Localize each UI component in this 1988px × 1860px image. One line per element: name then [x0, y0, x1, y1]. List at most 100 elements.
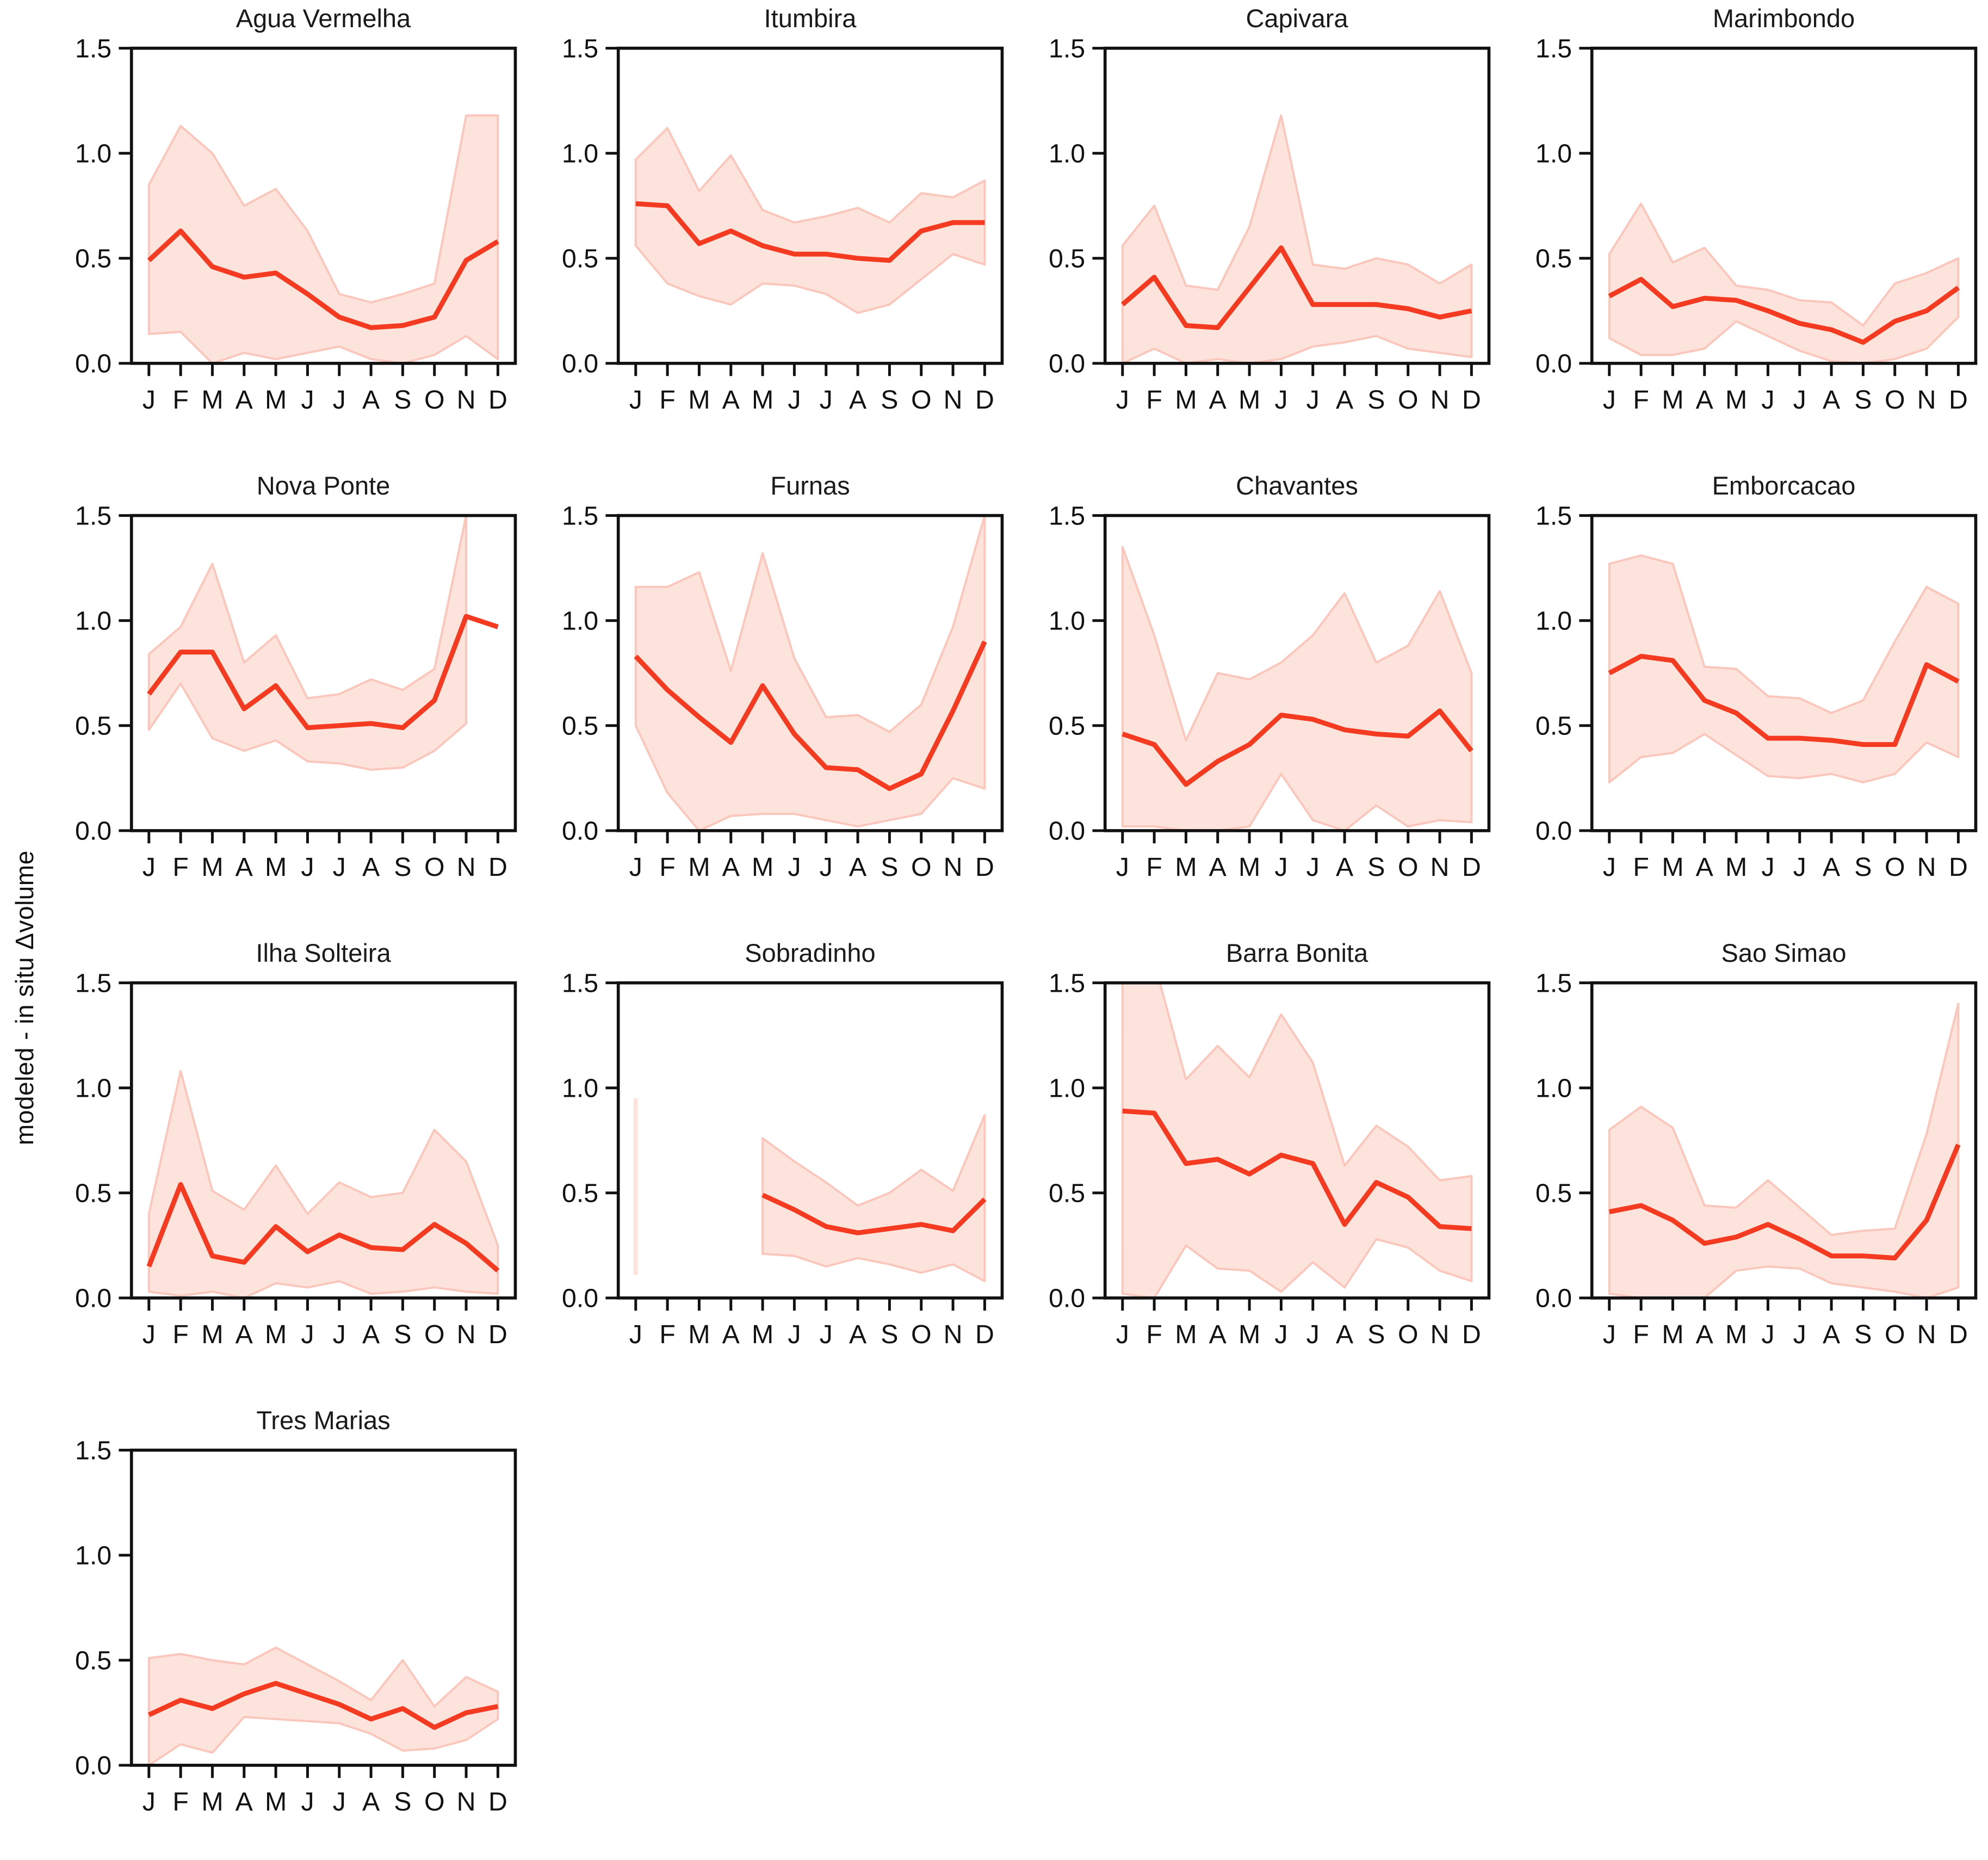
x-tick-label: N — [1430, 1320, 1450, 1349]
x-tick-label: O — [911, 1320, 932, 1349]
subplot: Nova Ponte 0.0 0.5 1.0 1.5 J F M A M J J A S O N D — [48, 471, 527, 925]
x-tick-label: A — [1209, 852, 1227, 882]
y-tick-label: 0.5 — [562, 711, 598, 740]
x-tick-label: S — [1367, 852, 1385, 882]
median-line — [147, 228, 499, 330]
x-tick-label: N — [457, 1787, 476, 1816]
y-tick-label: 0.5 — [75, 244, 112, 273]
x-tick-label: S — [881, 385, 898, 415]
median-line — [1122, 708, 1473, 787]
x-tick-label: M — [1175, 852, 1197, 882]
axes-box — [1590, 981, 1978, 1300]
x-tick-label: J — [143, 852, 156, 882]
x-tick-label: A — [849, 385, 867, 415]
median-line — [146, 1182, 500, 1273]
median-line — [1608, 653, 1960, 747]
x-tick-label: F — [1146, 1320, 1162, 1349]
x-tick-label: O — [424, 852, 445, 882]
x-tick-label: J — [1761, 1320, 1774, 1349]
axes-box — [1103, 981, 1491, 1300]
subplot-title: Ilha Solteira — [256, 938, 391, 967]
x-tick-label: O — [1885, 385, 1905, 415]
axes-box — [129, 1448, 517, 1767]
x-tick-label: J — [1274, 1320, 1287, 1349]
subplot-title: Emborcacao — [1712, 471, 1856, 500]
subplot-chart: 0.00.51.01.5J F M A M J J A S O N D — [75, 1436, 517, 1816]
x-tick-label: A — [1209, 385, 1227, 415]
x-tick-label: S — [1854, 385, 1872, 415]
y-tick-label: 0.5 — [562, 244, 598, 273]
x-tick-label: A — [362, 852, 380, 882]
y-tick-label: 1.0 — [562, 606, 598, 635]
x-tick-label: S — [1854, 1320, 1872, 1349]
x-tick-label: D — [975, 852, 994, 882]
x-tick-label: J — [143, 385, 156, 415]
x-tick-label: A — [1696, 852, 1714, 882]
x-tick-label: J — [1116, 385, 1129, 415]
uncertainty-band — [1608, 202, 1960, 363]
subplot-chart: 0.00.51.01.5J F M A M J J A S O N D — [1049, 501, 1491, 882]
y-tick-label: 1.0 — [1535, 1073, 1572, 1103]
x-tick-label: J — [1603, 1320, 1616, 1349]
x-tick-label: A — [236, 1320, 253, 1349]
subplot-title: Furnas — [770, 471, 850, 500]
y-tick-label: 0.5 — [75, 1646, 112, 1675]
uncertainty-band — [761, 1114, 986, 1282]
x-tick-label: M — [752, 1320, 773, 1349]
subplot-chart: 0.00.51.01.5J F M A M J J A S O N D — [75, 968, 517, 1349]
median-line — [147, 614, 499, 731]
subplot: Furnas 0.0 0.5 1.0 1.5 J F M A M J J A S O N D — [535, 471, 1013, 925]
uncertainty-band — [1608, 554, 1960, 784]
subplot-title: Capivara — [1246, 4, 1348, 33]
subplot-title: Agua Vermelha — [236, 4, 411, 33]
x-tick-label: F — [659, 1320, 675, 1349]
x-tick-label: N — [944, 852, 963, 882]
subplot-title: Sobradinho — [745, 938, 876, 967]
x-tick-label: S — [394, 1787, 411, 1816]
y-tick-label: 1.5 — [562, 34, 598, 63]
y-tick-label: 1.5 — [75, 1436, 112, 1465]
x-tick-label: M — [1725, 1320, 1747, 1349]
axes-box — [129, 46, 517, 365]
uncertainty-band — [147, 1070, 499, 1298]
y-tick-label: 0.5 — [75, 711, 112, 740]
y-tick-label: 0.0 — [75, 349, 112, 379]
y-tick-label: 1.0 — [75, 1073, 112, 1103]
x-tick-label: F — [659, 385, 675, 415]
x-tick-label: D — [1462, 852, 1481, 882]
x-tick-label: O — [911, 852, 932, 882]
x-tick-label: F — [1146, 852, 1162, 882]
y-tick-label: 1.5 — [1049, 501, 1085, 530]
subplot-title: Sao Simao — [1721, 938, 1847, 967]
x-tick-label: A — [1336, 852, 1354, 882]
y-tick-label: 1.5 — [562, 501, 598, 530]
x-tick-label: D — [1949, 852, 1968, 882]
x-tick-label: D — [488, 385, 507, 415]
x-tick-label: D — [488, 852, 507, 882]
median-line — [761, 1192, 987, 1235]
x-tick-label: J — [1306, 385, 1320, 415]
uncertainty-band — [1121, 114, 1473, 363]
subplot-chart: 0.00.51.01.5J F M A M J J A S O N D — [75, 501, 517, 882]
x-tick-label: F — [1633, 852, 1649, 882]
x-tick-label: N — [1430, 385, 1450, 415]
axes-box — [1103, 46, 1491, 365]
x-tick-label: D — [1949, 1320, 1968, 1349]
x-tick-label: O — [1398, 1320, 1419, 1349]
x-tick-label: J — [629, 385, 642, 415]
x-tick-label: O — [1398, 385, 1419, 415]
uncertainty-band — [1121, 982, 1473, 1298]
median-line — [1608, 1144, 1961, 1261]
x-tick-label: O — [1885, 1320, 1905, 1349]
subplot-title: Barra Bonita — [1225, 938, 1368, 967]
subplot: Sao Simao 0.0 0.5 1.0 1.5 J F M A M J J A S O N D — [1508, 938, 1987, 1392]
x-tick-label: A — [849, 1320, 867, 1349]
x-tick-label: J — [333, 1320, 346, 1349]
median-line — [1122, 1108, 1472, 1231]
x-tick-label: M — [201, 1320, 223, 1349]
uncertainty-band — [1121, 546, 1473, 831]
x-tick-label: J — [143, 1787, 156, 1816]
x-tick-label: J — [1274, 852, 1287, 882]
y-tick-label: 1.0 — [1535, 606, 1572, 635]
subplot-chart: 0.00.51.01.5J F M A M J J A S O N D — [1049, 34, 1491, 415]
